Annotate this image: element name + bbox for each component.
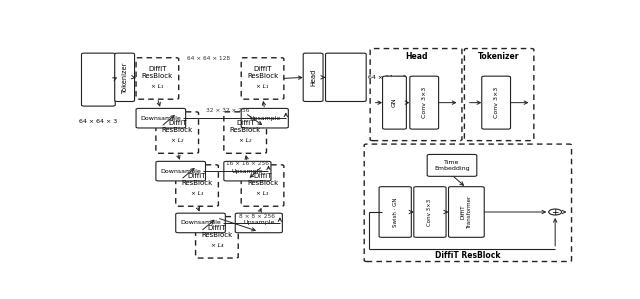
Text: 64 × 64 × 3: 64 × 64 × 3 bbox=[79, 119, 118, 124]
Text: 64 × 64 × 128: 64 × 64 × 128 bbox=[187, 57, 230, 61]
FancyBboxPatch shape bbox=[364, 144, 572, 262]
Text: Downsample: Downsample bbox=[140, 116, 181, 121]
Text: × L₃: × L₃ bbox=[191, 191, 204, 196]
Text: Tokenizer: Tokenizer bbox=[478, 52, 520, 61]
FancyBboxPatch shape bbox=[136, 58, 179, 99]
Text: Upsample: Upsample bbox=[232, 169, 263, 174]
FancyBboxPatch shape bbox=[410, 76, 438, 129]
Text: Head: Head bbox=[310, 69, 316, 86]
Text: DiffiT
ResBlock: DiffiT ResBlock bbox=[181, 173, 212, 186]
Text: × L₁: × L₁ bbox=[151, 84, 164, 89]
Text: Upsample: Upsample bbox=[243, 220, 275, 225]
Text: GN: GN bbox=[392, 98, 397, 107]
Text: × L₃: × L₃ bbox=[257, 191, 269, 196]
Text: 64 × 64 × 3: 64 × 64 × 3 bbox=[367, 75, 406, 80]
Text: DiffiT
Transformer: DiffiT Transformer bbox=[461, 195, 472, 229]
FancyBboxPatch shape bbox=[326, 53, 366, 101]
FancyBboxPatch shape bbox=[156, 161, 205, 181]
Text: × L₄: × L₄ bbox=[211, 243, 223, 248]
Text: DiffiT
ResBlock: DiffiT ResBlock bbox=[247, 173, 278, 186]
FancyBboxPatch shape bbox=[383, 76, 406, 129]
FancyBboxPatch shape bbox=[115, 53, 134, 101]
Text: DiffiT
ResBlock: DiffiT ResBlock bbox=[141, 66, 173, 79]
FancyBboxPatch shape bbox=[196, 216, 238, 258]
Text: Conv 3×3: Conv 3×3 bbox=[422, 87, 427, 118]
FancyBboxPatch shape bbox=[176, 165, 218, 206]
FancyBboxPatch shape bbox=[449, 187, 484, 237]
FancyBboxPatch shape bbox=[224, 161, 271, 181]
Text: × L₂: × L₂ bbox=[171, 138, 184, 143]
FancyBboxPatch shape bbox=[176, 213, 225, 233]
Text: Downsample: Downsample bbox=[160, 169, 201, 174]
FancyBboxPatch shape bbox=[156, 112, 198, 153]
FancyBboxPatch shape bbox=[224, 112, 266, 153]
FancyBboxPatch shape bbox=[428, 155, 477, 176]
Text: Tokenizer: Tokenizer bbox=[122, 62, 127, 93]
FancyBboxPatch shape bbox=[303, 53, 323, 101]
FancyBboxPatch shape bbox=[370, 48, 462, 141]
FancyBboxPatch shape bbox=[241, 58, 284, 99]
Text: DiffiT ResBlock: DiffiT ResBlock bbox=[435, 251, 500, 260]
Text: DiffiT
ResBlock: DiffiT ResBlock bbox=[161, 120, 193, 133]
Text: Conv 3×3: Conv 3×3 bbox=[428, 198, 433, 226]
Text: 32 × 32 × 256: 32 × 32 × 256 bbox=[207, 108, 250, 113]
FancyBboxPatch shape bbox=[241, 109, 289, 128]
FancyBboxPatch shape bbox=[81, 53, 115, 106]
Text: × L₁: × L₁ bbox=[257, 84, 269, 89]
Text: +: + bbox=[552, 208, 559, 216]
FancyBboxPatch shape bbox=[136, 109, 186, 128]
Text: Upsample: Upsample bbox=[249, 116, 280, 121]
Text: × L₂: × L₂ bbox=[239, 138, 252, 143]
Text: Time
Embedding: Time Embedding bbox=[434, 160, 470, 171]
Text: 16 × 16 × 256: 16 × 16 × 256 bbox=[227, 161, 269, 166]
FancyBboxPatch shape bbox=[482, 76, 511, 129]
FancyBboxPatch shape bbox=[241, 165, 284, 206]
Text: DiffiT
ResBlock: DiffiT ResBlock bbox=[201, 225, 232, 238]
FancyBboxPatch shape bbox=[379, 187, 412, 237]
Text: DiffiT
ResBlock: DiffiT ResBlock bbox=[247, 66, 278, 79]
FancyBboxPatch shape bbox=[236, 213, 282, 233]
Text: Downsample: Downsample bbox=[180, 220, 221, 225]
Text: 8 × 8 × 256: 8 × 8 × 256 bbox=[239, 214, 275, 219]
Text: Head: Head bbox=[404, 52, 428, 61]
Text: Conv 3×3: Conv 3×3 bbox=[493, 87, 499, 118]
FancyBboxPatch shape bbox=[465, 48, 534, 141]
FancyBboxPatch shape bbox=[414, 187, 446, 237]
Text: DiffiT
ResBlock: DiffiT ResBlock bbox=[230, 120, 260, 133]
Text: Swish · GN: Swish · GN bbox=[393, 197, 397, 227]
